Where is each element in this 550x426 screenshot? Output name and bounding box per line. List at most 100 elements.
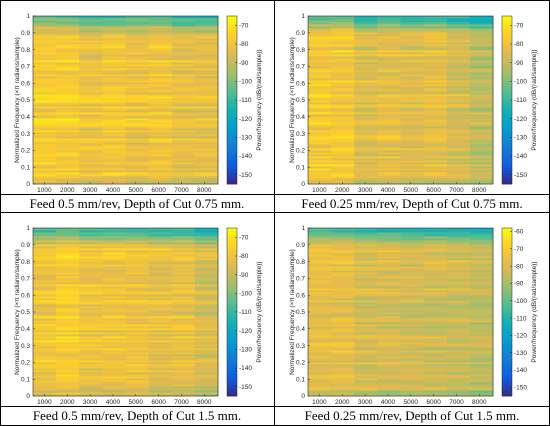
colorbar-swatch bbox=[227, 365, 237, 369]
heatmap-cell bbox=[308, 86, 332, 89]
heatmap-cell bbox=[446, 328, 471, 331]
heatmap-cell bbox=[446, 294, 471, 297]
heatmap-cell bbox=[331, 66, 355, 69]
heatmap-cell bbox=[125, 68, 150, 71]
y-tick-label: 0.3 bbox=[296, 131, 305, 138]
heatmap-cell bbox=[423, 284, 448, 287]
heatmap-cell bbox=[308, 246, 332, 249]
heatmap-cell bbox=[469, 330, 494, 333]
heatmap-cell bbox=[125, 164, 150, 167]
heatmap-cell bbox=[469, 18, 494, 21]
heatmap-cell bbox=[171, 108, 196, 111]
y-tick-label: 0.9 bbox=[21, 30, 30, 37]
heatmap-cell bbox=[148, 262, 173, 265]
heatmap-cell bbox=[194, 40, 219, 43]
heatmap-cell bbox=[423, 310, 448, 313]
heatmap-cell bbox=[400, 336, 425, 339]
heatmap-cell bbox=[79, 324, 103, 327]
heatmap-cell bbox=[331, 328, 355, 331]
colorbar-swatch bbox=[227, 164, 237, 168]
heatmap-cell bbox=[171, 336, 196, 339]
heatmap-cell bbox=[469, 52, 494, 55]
heatmap-cell bbox=[354, 304, 378, 307]
heatmap-cell bbox=[79, 280, 103, 283]
heatmap-cell bbox=[33, 108, 57, 111]
heatmap-cell bbox=[469, 58, 494, 61]
heatmap-cell bbox=[354, 294, 378, 297]
colorbar-swatch bbox=[227, 72, 237, 76]
heatmap-cell bbox=[446, 18, 471, 21]
heatmap-cell bbox=[400, 344, 425, 347]
heatmap-cell bbox=[469, 146, 494, 149]
colorbar bbox=[227, 228, 237, 397]
heatmap-cell bbox=[423, 68, 448, 71]
heatmap-cell bbox=[148, 42, 173, 45]
heatmap-cell bbox=[125, 320, 150, 323]
heatmap-cell bbox=[423, 328, 448, 331]
heatmap-cell bbox=[400, 268, 425, 271]
table-border-caption-top-2 bbox=[0, 406, 550, 407]
heatmap-cell bbox=[400, 116, 425, 119]
heatmap-cell bbox=[354, 382, 378, 385]
heatmap-cell bbox=[102, 178, 126, 181]
heatmap-cell bbox=[33, 360, 57, 363]
heatmap-cell bbox=[79, 346, 103, 349]
heatmap-cell bbox=[423, 312, 448, 315]
heatmap-cell bbox=[308, 378, 332, 381]
heatmap-cell bbox=[56, 88, 80, 91]
heatmap-cell bbox=[125, 268, 150, 271]
colorbar-swatch bbox=[227, 340, 237, 344]
heatmap-cell bbox=[354, 84, 378, 87]
heatmap-cell bbox=[102, 292, 126, 295]
heatmap-cell bbox=[377, 240, 401, 243]
heatmap-cell bbox=[446, 34, 471, 37]
heatmap-cell bbox=[125, 74, 150, 77]
heatmap-cell bbox=[446, 90, 471, 93]
heatmap-cell bbox=[331, 24, 355, 27]
heatmap-cell bbox=[400, 376, 425, 379]
heatmap-cell bbox=[125, 94, 150, 97]
heatmap-cell bbox=[377, 238, 401, 241]
heatmap-cell bbox=[400, 318, 425, 321]
heatmap-cell bbox=[79, 102, 103, 105]
heatmap-cell bbox=[469, 332, 494, 335]
heatmap-cell bbox=[308, 142, 332, 145]
heatmap-cell bbox=[194, 384, 219, 387]
colorbar-swatch bbox=[227, 359, 237, 363]
heatmap-cell bbox=[125, 32, 150, 35]
heatmap-cell bbox=[400, 252, 425, 255]
heatmap-cell bbox=[423, 36, 448, 39]
heatmap-cell bbox=[33, 146, 57, 149]
heatmap-cell bbox=[331, 378, 355, 381]
heatmap-cell bbox=[308, 338, 332, 341]
heatmap-cell bbox=[56, 138, 80, 141]
heatmap-cell bbox=[148, 80, 173, 83]
colorbar-swatch bbox=[227, 69, 237, 73]
heatmap-cell bbox=[148, 370, 173, 373]
heatmap-cell bbox=[331, 100, 355, 103]
heatmap-cell bbox=[148, 126, 173, 129]
heatmap-cell bbox=[148, 116, 173, 119]
heatmap-cell bbox=[56, 46, 80, 49]
heatmap-cell bbox=[354, 182, 378, 185]
heatmap-cell bbox=[171, 376, 196, 379]
heatmap-cell bbox=[423, 60, 448, 63]
colorbar-swatch bbox=[227, 345, 237, 349]
spectrogram-panel-4: 10002000300040005000600070008000Samples0… bbox=[277, 214, 547, 404]
heatmap-cell bbox=[79, 90, 103, 93]
heatmap-cell bbox=[446, 252, 471, 255]
heatmap-cell bbox=[469, 48, 494, 51]
heatmap-cell bbox=[469, 326, 494, 329]
heatmap-cell bbox=[354, 230, 378, 233]
spectrogram-chart-1: 10002000300040005000600070008000Samples0… bbox=[14, 13, 263, 192]
heatmap-cell bbox=[33, 66, 57, 69]
heatmap-cell bbox=[79, 290, 103, 293]
heatmap-cell bbox=[194, 74, 219, 77]
heatmap-cell bbox=[469, 376, 494, 379]
heatmap-cell bbox=[331, 362, 355, 365]
heatmap-cell bbox=[148, 258, 173, 261]
heatmap-cell bbox=[354, 128, 378, 131]
colorbar-tick-label: -120 bbox=[239, 328, 252, 335]
heatmap-cell bbox=[377, 132, 401, 135]
heatmap-cell bbox=[56, 76, 80, 79]
